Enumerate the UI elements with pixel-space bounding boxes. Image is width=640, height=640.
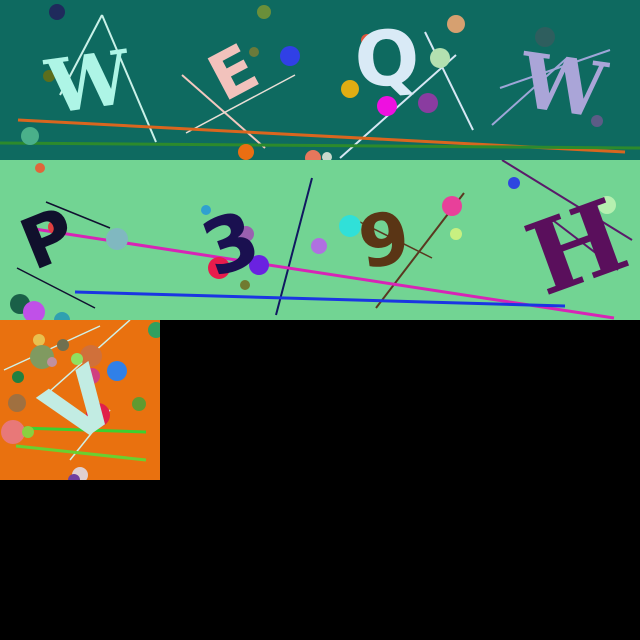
noise-dots: [21, 4, 603, 160]
captcha-char: W: [513, 35, 613, 135]
noise-dots: [1, 322, 160, 480]
noise-lines: [0, 14, 640, 159]
captcha-char: Q: [352, 12, 423, 105]
captcha-char: W: [40, 34, 136, 131]
noise-lines: [3, 320, 147, 462]
noise-dots: [10, 163, 616, 320]
captcha-strip-2: P 3 9 H: [0, 160, 640, 320]
captcha-strip-1: W E Q W: [0, 0, 640, 160]
captcha-strip-3: V: [0, 320, 160, 480]
captcha-char: 9: [353, 195, 414, 285]
